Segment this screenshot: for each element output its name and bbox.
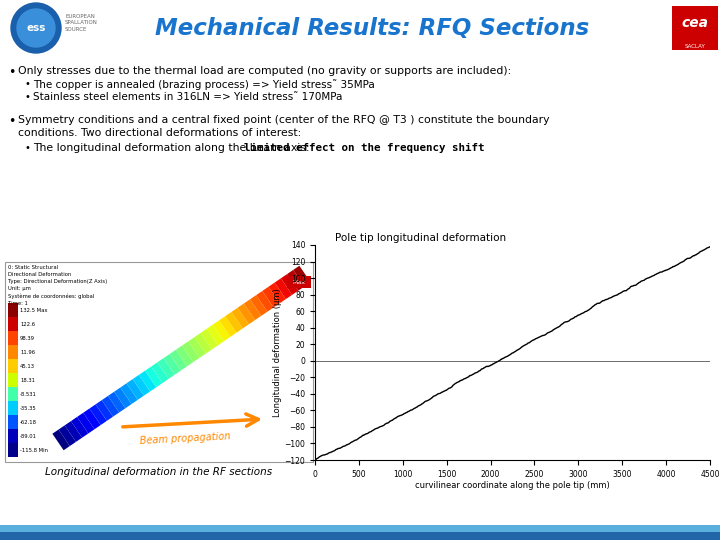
X-axis label: curvilinear coordinate along the pole tip (mm): curvilinear coordinate along the pole ti… xyxy=(415,482,610,490)
Polygon shape xyxy=(219,316,237,337)
Text: ess: ess xyxy=(27,23,45,33)
Polygon shape xyxy=(213,320,230,341)
Polygon shape xyxy=(188,337,206,358)
Polygon shape xyxy=(176,346,193,366)
Bar xyxy=(8,359,18,373)
Polygon shape xyxy=(182,341,199,362)
Polygon shape xyxy=(207,325,224,345)
Polygon shape xyxy=(231,308,249,328)
Text: 0: Static Structural
Directional Deformation
Type: Directional Deformation(Z Axi: 0: Static Structural Directional Deforma… xyxy=(8,265,107,306)
Text: Pole tip longitudinal deformation: Pole tip longitudinal deformation xyxy=(335,233,506,243)
Text: EUROPEAN
SPALLATION
SOURCE: EUROPEAN SPALLATION SOURCE xyxy=(65,14,98,32)
Text: conditions. Two directional deformations of interest:: conditions. Two directional deformations… xyxy=(18,129,301,138)
Text: -35.35: -35.35 xyxy=(20,406,37,410)
Polygon shape xyxy=(269,282,286,303)
Text: •: • xyxy=(24,143,30,153)
Text: Max: Max xyxy=(292,280,305,285)
Polygon shape xyxy=(262,287,280,307)
Polygon shape xyxy=(145,367,163,387)
Polygon shape xyxy=(194,333,212,354)
Bar xyxy=(8,373,18,387)
Polygon shape xyxy=(53,429,70,450)
Polygon shape xyxy=(151,362,168,383)
Bar xyxy=(0,525,720,540)
Bar xyxy=(8,387,18,401)
Circle shape xyxy=(17,9,55,47)
Polygon shape xyxy=(163,354,181,375)
Text: Mechanical Results: RFQ Sections: Mechanical Results: RFQ Sections xyxy=(155,17,589,39)
Polygon shape xyxy=(114,388,132,408)
Polygon shape xyxy=(139,371,156,392)
Text: -62.18: -62.18 xyxy=(20,420,37,424)
Text: Longitudinal deformation in the RF sections: Longitudinal deformation in the RF secti… xyxy=(45,467,273,477)
Polygon shape xyxy=(274,278,292,299)
Text: Symmetry conditions and a central fixed point (center of the RFQ @ T3 ) constitu: Symmetry conditions and a central fixed … xyxy=(18,116,549,125)
Bar xyxy=(8,443,18,457)
Polygon shape xyxy=(256,291,274,312)
Polygon shape xyxy=(250,295,267,316)
Circle shape xyxy=(11,3,61,53)
Polygon shape xyxy=(84,409,101,429)
Polygon shape xyxy=(108,392,125,413)
Bar xyxy=(8,317,18,331)
Polygon shape xyxy=(127,379,144,400)
Text: 132.5 Max: 132.5 Max xyxy=(20,307,48,313)
Text: •: • xyxy=(8,66,15,79)
Polygon shape xyxy=(170,350,187,370)
Bar xyxy=(8,345,18,359)
Polygon shape xyxy=(58,426,76,446)
Text: 18.31: 18.31 xyxy=(20,377,35,382)
Polygon shape xyxy=(244,299,261,320)
Polygon shape xyxy=(71,417,89,437)
Polygon shape xyxy=(225,312,243,333)
Polygon shape xyxy=(77,413,94,434)
Bar xyxy=(287,276,311,288)
Polygon shape xyxy=(238,303,255,324)
Bar xyxy=(8,415,18,429)
Polygon shape xyxy=(293,266,310,286)
Text: 11.96: 11.96 xyxy=(20,349,35,354)
Polygon shape xyxy=(287,270,305,291)
Text: cea: cea xyxy=(682,16,708,30)
Polygon shape xyxy=(102,396,120,417)
Polygon shape xyxy=(158,358,175,379)
Text: The longitudinal deformation along the beam axis:: The longitudinal deformation along the b… xyxy=(33,143,313,153)
Text: -8.531: -8.531 xyxy=(20,392,37,396)
Text: •: • xyxy=(24,79,30,89)
Polygon shape xyxy=(89,404,107,425)
Bar xyxy=(0,532,720,540)
Text: 45.13: 45.13 xyxy=(20,363,35,368)
Bar xyxy=(0,0,720,56)
Text: SACLAY: SACLAY xyxy=(685,44,706,49)
Bar xyxy=(672,6,718,50)
Text: 122.6: 122.6 xyxy=(20,321,35,327)
Bar xyxy=(8,429,18,443)
Text: Beam propagation: Beam propagation xyxy=(140,431,230,445)
Text: -115.8 Min: -115.8 Min xyxy=(20,448,48,453)
Text: The copper is annealed (brazing process) => Yield stress˜ 35MPa: The copper is annealed (brazing process)… xyxy=(33,79,374,90)
Text: -89.01: -89.01 xyxy=(20,434,37,438)
Text: 98.39: 98.39 xyxy=(20,335,35,341)
Text: •: • xyxy=(24,92,30,102)
Polygon shape xyxy=(132,375,150,396)
Text: •: • xyxy=(8,116,15,129)
Polygon shape xyxy=(201,329,218,349)
Polygon shape xyxy=(65,421,82,442)
Polygon shape xyxy=(96,400,113,421)
Y-axis label: Longitudinal deformation (μm): Longitudinal deformation (μm) xyxy=(273,288,282,417)
Text: Stainless steel elements in 316LN => Yield stress˜ 170MPa: Stainless steel elements in 316LN => Yie… xyxy=(33,92,343,102)
Bar xyxy=(8,331,18,345)
Polygon shape xyxy=(120,383,138,404)
Bar xyxy=(5,262,313,462)
Text: limited effect on the frequency shift: limited effect on the frequency shift xyxy=(244,143,485,153)
Bar xyxy=(8,303,18,317)
Bar xyxy=(8,401,18,415)
Polygon shape xyxy=(281,274,298,295)
Text: Only stresses due to the thermal load are computed (no gravity or supports are i: Only stresses due to the thermal load ar… xyxy=(18,66,511,76)
